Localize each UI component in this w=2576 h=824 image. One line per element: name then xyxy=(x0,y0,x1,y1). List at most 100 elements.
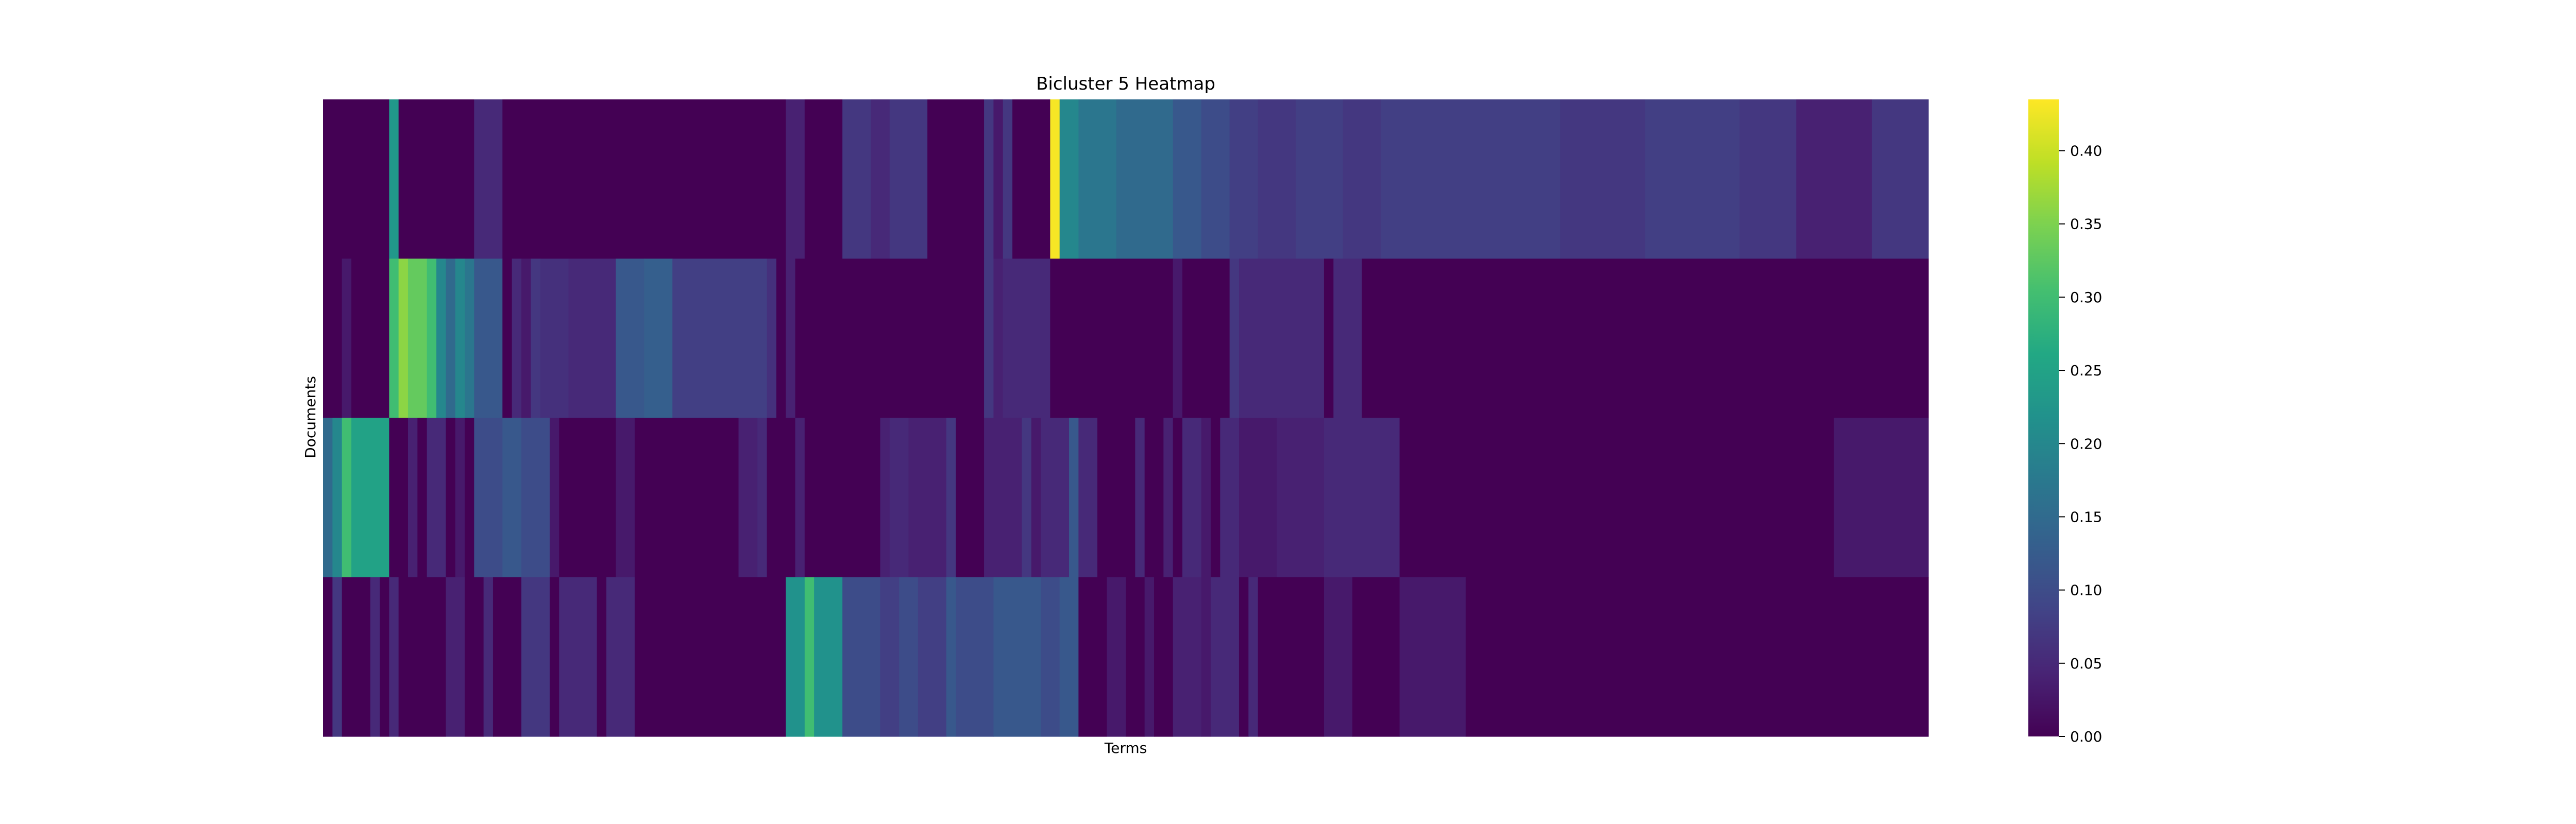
colorbar-gradient xyxy=(2028,99,2059,736)
heatmap-cell-row-1-seg-25 xyxy=(1343,99,1381,259)
heatmap-cell-row-1-seg-21 xyxy=(1201,99,1230,259)
heatmap-cell-row-4-seg-25 xyxy=(899,577,919,737)
heatmap-cell-row-3-seg-49 xyxy=(1834,418,1929,578)
heatmap-cell-row-2-seg-21 xyxy=(672,259,768,419)
colorbar-tick-label: 0.30 xyxy=(2070,289,2102,306)
heatmap-cell-row-3-seg-13 xyxy=(474,418,503,578)
heatmap-cell-row-1-seg-22 xyxy=(1229,99,1259,259)
heatmap-cell-row-2-seg-26 xyxy=(984,259,994,419)
heatmap-cell-row-3-seg-38 xyxy=(1144,418,1164,578)
heatmap-cell-row-4-seg-33 xyxy=(1107,577,1126,737)
heatmap-cell-row-2-seg-4 xyxy=(389,259,399,419)
heatmap-cell-row-2-seg-17 xyxy=(540,259,569,419)
heatmap-cell-row-4-seg-12 xyxy=(521,577,550,737)
heatmap-cell-row-2-seg-24 xyxy=(786,259,796,419)
heatmap-cell-row-3-seg-32 xyxy=(1031,418,1041,578)
heatmap-cell-row-3-seg-39 xyxy=(1163,418,1174,578)
heatmap-cell-row-2-seg-12 xyxy=(474,259,503,419)
heatmap-cell-row-1-seg-6 xyxy=(786,99,805,259)
heatmap-cell-row-2-seg-32 xyxy=(1229,259,1240,419)
heatmap-cell-row-3-seg-17 xyxy=(559,418,616,578)
heatmap-cell-row-2-seg-1 xyxy=(323,259,343,419)
heatmap-cell-row-3-seg-33 xyxy=(1041,418,1070,578)
heatmap-cell-row-3-seg-28 xyxy=(946,418,956,578)
heatmap-cell-row-4-seg-21 xyxy=(804,577,815,737)
heatmap-cell-row-4-seg-18 xyxy=(616,577,635,737)
heatmap-cell-row-2-seg-31 xyxy=(1182,259,1230,419)
heatmap-cell-row-1-seg-24 xyxy=(1295,99,1344,259)
colorbar-tick-label: 0.10 xyxy=(2070,582,2102,599)
colorbar-tick-label: 0.05 xyxy=(2070,655,2102,672)
heatmap-cell-row-4-seg-24 xyxy=(880,577,900,737)
heatmap-cell-row-3-seg-29 xyxy=(956,418,985,578)
heatmap-cell-row-4-seg-42 xyxy=(1258,577,1325,737)
heatmap-cell-row-4-seg-20 xyxy=(786,577,805,737)
heatmap-cell-row-1-seg-16 xyxy=(1050,99,1060,259)
heatmap-cell-row-3-seg-42 xyxy=(1201,418,1211,578)
heatmap-cell-row-2-seg-2 xyxy=(342,259,352,419)
heatmap-cell-row-3-seg-1 xyxy=(323,418,333,578)
heatmap-cell-row-4-seg-23 xyxy=(842,577,881,737)
chart-title: Bicluster 5 Heatmap xyxy=(1036,74,1215,94)
heatmap-cell-row-2-seg-22 xyxy=(767,259,777,419)
heatmap-cell-row-4-seg-1 xyxy=(323,577,333,737)
heatmap-cell-row-2-seg-25 xyxy=(795,259,985,419)
heatmap-cell-row-4-seg-14 xyxy=(559,577,579,737)
heatmap-cell-row-4-seg-28 xyxy=(956,577,994,737)
heatmap-cell-row-3-seg-22 xyxy=(767,418,796,578)
heatmap-cell-row-4-seg-4 xyxy=(370,577,380,737)
heatmap-cell-row-2-seg-29 xyxy=(1050,259,1174,419)
heatmap-cell-row-1-seg-14 xyxy=(1003,99,1013,259)
heatmap-cell-row-3-seg-47 xyxy=(1324,418,1400,578)
colorbar: 0.00 0.05 0.10 0.15 0.20 0.25 0.30 0.35 0.40 xyxy=(2028,99,2102,745)
heatmap-cell-row-3-seg-36 xyxy=(1097,418,1136,578)
heatmap-cell-row-1-seg-13 xyxy=(993,99,1004,259)
heatmap-cell-row-3-seg-37 xyxy=(1135,418,1145,578)
heatmap-cell-row-2-seg-30 xyxy=(1173,259,1183,419)
heatmap-cell-row-2-seg-19 xyxy=(616,259,645,419)
heatmap-cell-row-4-seg-16 xyxy=(597,577,607,737)
heatmap-cell-row-3-seg-5 xyxy=(361,418,389,578)
heatmap-cell-row-1-seg-27 xyxy=(1456,99,1561,259)
heatmap-cell-row-2-seg-10 xyxy=(455,259,465,419)
heatmap-cell-row-3-seg-31 xyxy=(1022,418,1032,578)
heatmap-cell-row-4-seg-27 xyxy=(946,577,956,737)
heatmap-cell-row-1-seg-30 xyxy=(1739,99,1797,259)
heatmap-cell-row-4-seg-31 xyxy=(1059,577,1079,737)
colorbar-tick-label: 0.15 xyxy=(2070,508,2102,525)
heatmap-cell-row-3-seg-23 xyxy=(795,418,805,578)
heatmap-cell-row-2-seg-20 xyxy=(644,259,673,419)
heatmap-cell-row-3-seg-6 xyxy=(389,418,409,578)
heatmap-cell-row-1-seg-23 xyxy=(1258,99,1296,259)
heatmap-cell-row-4-seg-5 xyxy=(379,577,389,737)
heatmap-cell-row-3-seg-8 xyxy=(417,418,428,578)
colorbar-tick-label: 0.35 xyxy=(2070,216,2102,233)
heatmap-cell-row-4-seg-44 xyxy=(1352,577,1400,737)
heatmap-cell-row-3-seg-2 xyxy=(332,418,343,578)
heatmap-cell-row-1-seg-5 xyxy=(502,99,786,259)
heatmap-cell-row-2-seg-23 xyxy=(776,259,786,419)
colorbar-tick-label: 0.20 xyxy=(2070,435,2102,452)
heatmap-cell-row-2-seg-5 xyxy=(398,259,409,419)
heatmap-cell-row-3-seg-10 xyxy=(446,418,456,578)
heatmap-cell-row-3-seg-19 xyxy=(634,418,739,578)
heatmap-cell-row-1-seg-8 xyxy=(842,99,871,259)
heatmap-cell-row-4-seg-10 xyxy=(483,577,494,737)
heatmap-cell-row-1-seg-4 xyxy=(474,99,503,259)
heatmap-cell-row-3-seg-27 xyxy=(908,418,947,578)
heatmap-cell-row-4-seg-3 xyxy=(342,577,371,737)
heatmap-cell-row-2-seg-33 xyxy=(1239,259,1325,419)
heatmap-cell-row-2-seg-8 xyxy=(436,259,446,419)
heatmap-cell-row-4-seg-15 xyxy=(578,577,598,737)
heatmap-cell-row-4-seg-38 xyxy=(1201,577,1211,737)
heatmap-cell-row-4-seg-46 xyxy=(1465,577,1929,737)
heatmap-cell-row-1-seg-28 xyxy=(1560,99,1646,259)
heatmap-cell-row-3-seg-46 xyxy=(1277,418,1325,578)
heatmap-cell-row-2-seg-13 xyxy=(502,259,513,419)
heatmap-cell-row-4-seg-13 xyxy=(549,577,560,737)
heatmap-cell-row-4-seg-11 xyxy=(493,577,522,737)
heatmap-cell-row-2-seg-28 xyxy=(1003,259,1050,419)
heatmap-cell-row-1-seg-15 xyxy=(1012,99,1050,259)
heatmap-cell-row-1-seg-20 xyxy=(1173,99,1202,259)
